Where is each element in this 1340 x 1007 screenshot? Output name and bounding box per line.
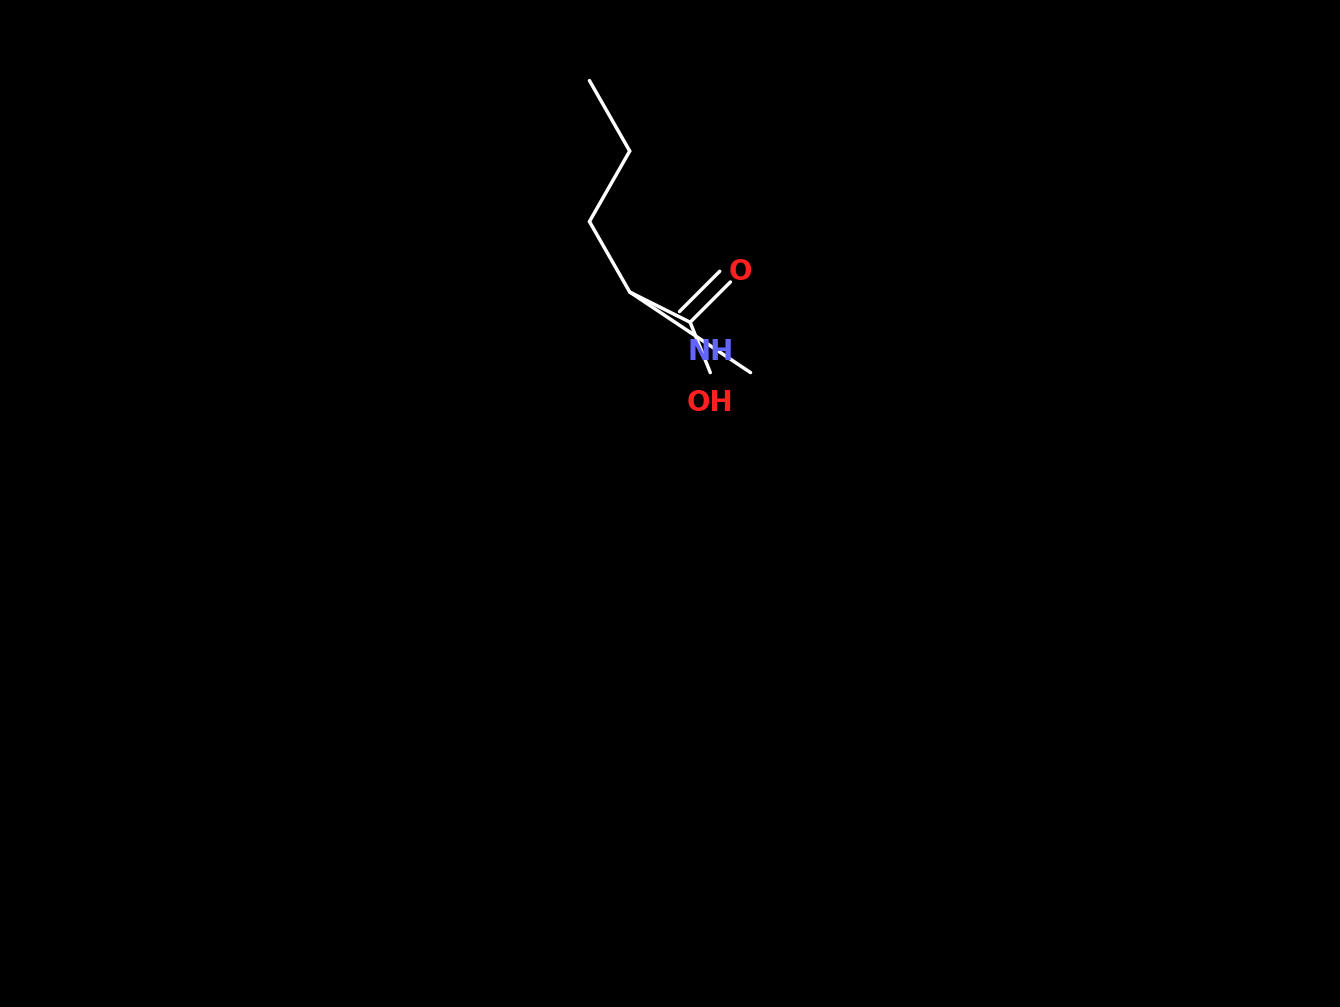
Text: OH: OH (687, 389, 733, 417)
Text: O: O (729, 258, 752, 286)
Text: NH: NH (687, 338, 733, 367)
